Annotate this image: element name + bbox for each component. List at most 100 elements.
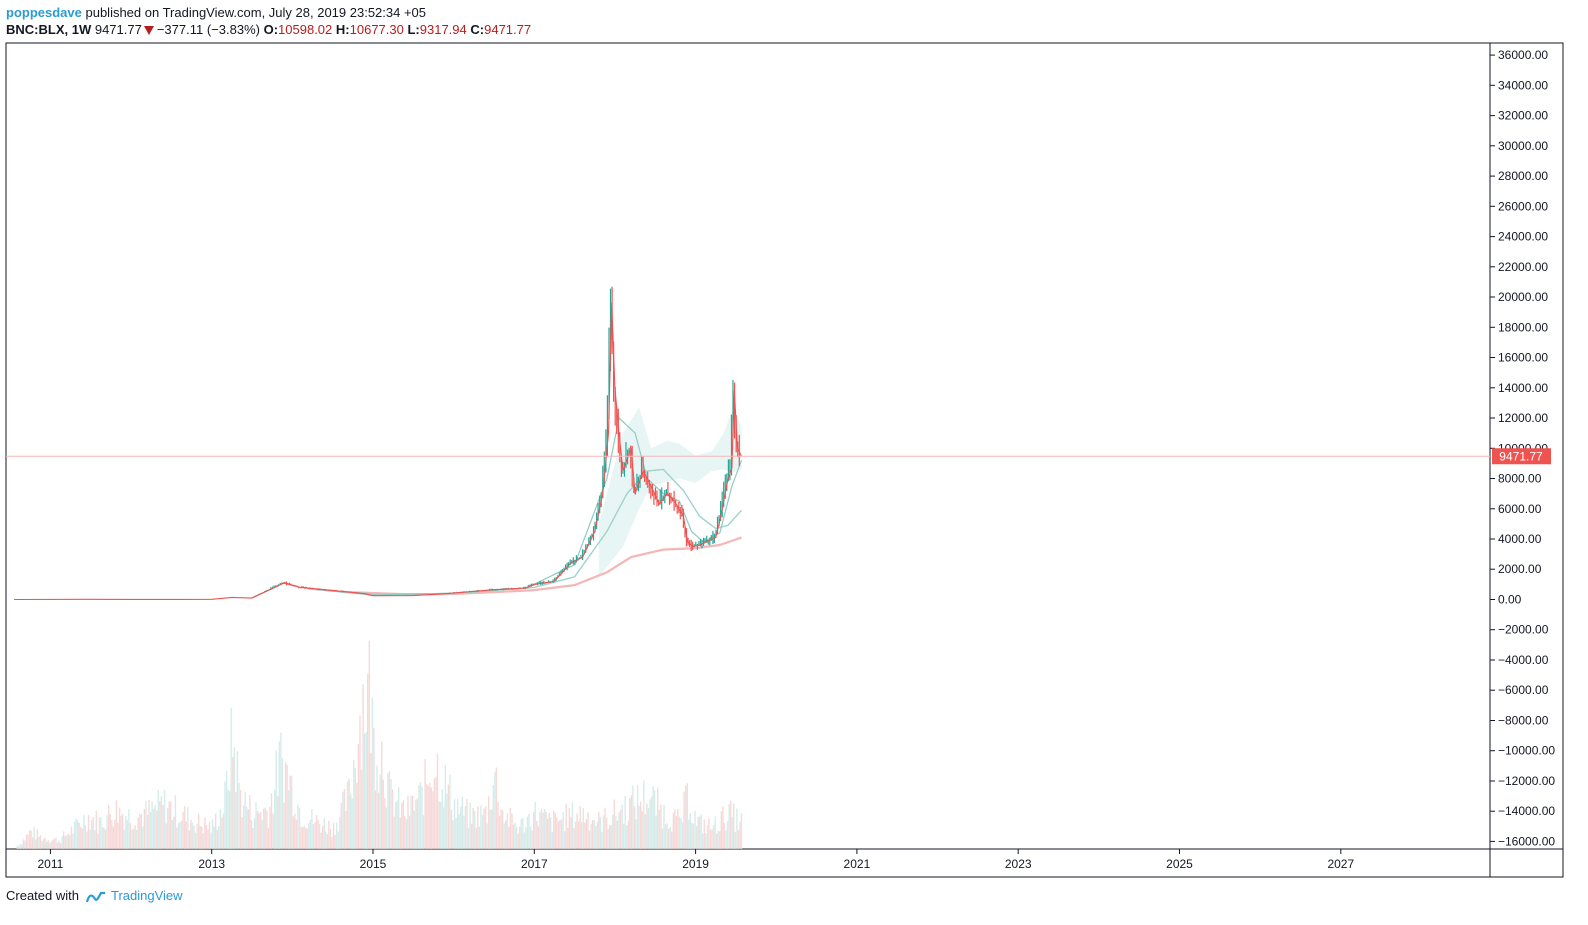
volume-bar: [238, 782, 240, 849]
close-label: C:: [470, 22, 485, 37]
volume-bar: [286, 764, 288, 849]
volume-bar: [587, 812, 589, 849]
volume-bar: [211, 819, 214, 849]
volume-bar: [151, 801, 153, 849]
publish-text: published on TradingView.com, July 28, 2…: [85, 5, 427, 20]
volume-bar: [193, 825, 195, 849]
volume-bar: [171, 820, 173, 849]
volume-bar: [287, 790, 290, 849]
volume-bar: [32, 837, 34, 849]
volume-bar: [664, 824, 667, 849]
volume-bar: [58, 840, 60, 849]
volume-bar: [470, 823, 473, 849]
volume-bar: [577, 821, 580, 849]
volume-bar: [593, 820, 595, 849]
volume-bar: [385, 807, 387, 849]
volume-bar: [728, 804, 730, 849]
volume-bar: [140, 814, 142, 849]
volume-bar: [531, 830, 533, 849]
volume-bar: [436, 753, 439, 849]
volume-bar: [73, 821, 76, 849]
volume-bar: [332, 822, 335, 849]
y-tick-label: 0.00: [1498, 593, 1522, 607]
volume-bar: [179, 822, 181, 849]
volume-bar: [123, 829, 125, 849]
volume-bar: [683, 791, 685, 849]
tradingview-brand[interactable]: TradingView: [111, 888, 183, 903]
volume-bar: [525, 827, 527, 849]
volume-bar: [564, 831, 566, 849]
y-axis[interactable]: 36000.00 34000.00 32000.00 30000.00 28000.00…: [1490, 48, 1555, 848]
volume-bar: [267, 827, 270, 849]
volume-bar: [72, 833, 74, 849]
volume-bar: [153, 808, 155, 849]
volume-bar: [447, 784, 450, 849]
volume-bar: [377, 792, 380, 849]
volume-bar: [174, 795, 177, 849]
volume-bar: [213, 826, 215, 849]
volume-bar: [301, 827, 304, 849]
volume-bar: [497, 801, 499, 849]
volume-bar: [340, 802, 342, 849]
volume-bar: [360, 769, 363, 849]
y-tick-label: −14000.00: [1498, 804, 1555, 818]
volume-bar: [716, 833, 718, 849]
volume-bar: [464, 805, 467, 849]
volume-bar: [101, 827, 104, 849]
volume-bar: [616, 820, 619, 849]
volume-bar: [599, 816, 602, 849]
volume-bar: [362, 684, 364, 849]
volume-bar: [404, 816, 406, 849]
author-name[interactable]: poppesdave: [6, 5, 82, 20]
volume-bar: [309, 819, 311, 849]
volume-bar: [242, 805, 245, 849]
volume-bar: [674, 809, 676, 849]
volume-bar: [180, 820, 183, 849]
volume-bar: [374, 790, 377, 849]
volume-bar: [274, 789, 276, 849]
volume-bar: [90, 820, 93, 849]
volume-bar: [210, 832, 212, 849]
volume-bar: [382, 779, 384, 849]
volume-bar: [269, 806, 271, 849]
y-tick-label: −10000.00: [1498, 744, 1555, 758]
y-tick-label: 28000.00: [1498, 169, 1548, 183]
volume-bar: [373, 727, 375, 849]
volume-bar: [463, 815, 465, 849]
volume-bar: [722, 806, 724, 849]
volume-bar: [452, 820, 454, 849]
volume-bar: [320, 832, 322, 849]
volume-bar: [438, 801, 440, 849]
volume-bar: [401, 802, 403, 849]
volume-bar: [407, 795, 409, 849]
volume-bar: [255, 802, 257, 849]
volume-bar: [120, 815, 122, 849]
volume-bar: [387, 773, 389, 849]
x-axis[interactable]: 2011 2013 2015 2017 2019 2021 2023 2025 2027: [37, 849, 1354, 871]
volume-bar: [418, 785, 420, 849]
y-tick-label: 24000.00: [1498, 230, 1548, 244]
volume-bar: [75, 818, 77, 849]
volume-bar: [272, 813, 274, 849]
volume-bar: [562, 811, 564, 849]
volume-bar: [39, 835, 42, 849]
volume-bar: [393, 816, 395, 849]
volume-bar: [159, 801, 161, 849]
volume-bar: [553, 810, 555, 849]
volume-bar: [533, 812, 535, 849]
volume-bar: [236, 751, 239, 849]
volume-bar: [663, 804, 665, 849]
volume-bar: [435, 776, 437, 849]
volume-bar: [348, 779, 350, 849]
volume-bar: [346, 781, 349, 849]
volume-bar: [737, 829, 740, 849]
volume-bar: [337, 831, 339, 849]
volume-bar: [325, 831, 327, 849]
volume-bar: [162, 805, 164, 849]
volume-bar: [712, 825, 715, 849]
volume-bar: [585, 819, 588, 849]
x-tick-label: 2011: [37, 857, 63, 871]
volume-bar: [280, 732, 282, 849]
volume-bar: [89, 829, 91, 849]
